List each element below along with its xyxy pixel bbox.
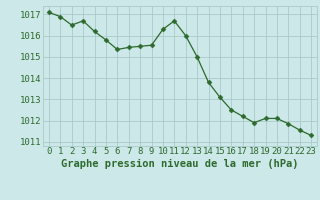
X-axis label: Graphe pression niveau de la mer (hPa): Graphe pression niveau de la mer (hPa) xyxy=(61,159,299,169)
